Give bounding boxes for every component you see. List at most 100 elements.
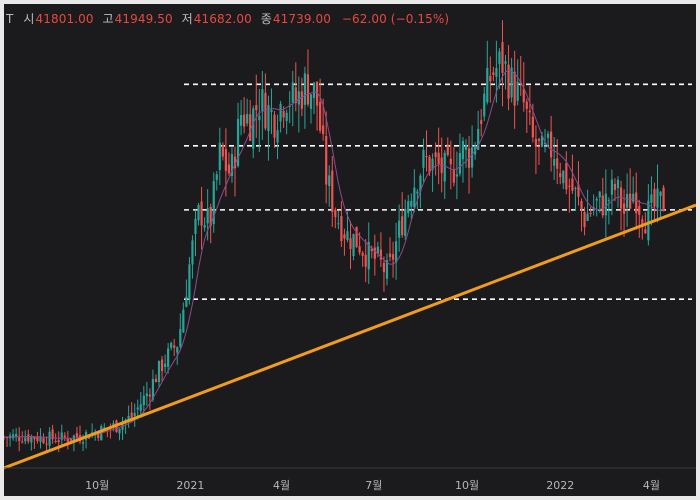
- candle-body: [647, 200, 650, 241]
- candle-body: [157, 360, 161, 382]
- price-chart[interactable]: 10월 2021 4월 7월 10월 2022 4월: [4, 4, 696, 496]
- candle-body: [288, 105, 291, 107]
- candle-body: [574, 188, 577, 190]
- candle-body: [176, 347, 179, 353]
- candle-body: [492, 72, 495, 75]
- candle-body: [632, 193, 635, 202]
- candle-body: [537, 138, 541, 141]
- candle-body: [255, 105, 258, 111]
- candle-body: [12, 434, 15, 439]
- candle-body: [331, 170, 334, 212]
- candle-body: [243, 114, 246, 127]
- candle-body: [458, 153, 462, 174]
- candle-body: [507, 64, 510, 99]
- candle-body: [18, 436, 21, 442]
- candle-body: [501, 42, 504, 73]
- candle-body: [586, 213, 589, 221]
- moving-average-line: [4, 69, 664, 439]
- candles: [4, 20, 665, 453]
- close-label: 종: [260, 12, 272, 26]
- candle-body: [629, 193, 632, 209]
- close-value: 41739.00: [272, 12, 331, 26]
- candle-body: [525, 101, 528, 109]
- candle-body: [635, 192, 638, 214]
- candle-body: [33, 437, 36, 440]
- candle-body: [75, 433, 79, 437]
- candle-body: [446, 144, 449, 156]
- candle-body: [489, 75, 492, 82]
- candle-body: [449, 158, 452, 165]
- candle-body: [27, 434, 30, 442]
- candle-body: [236, 118, 240, 167]
- candle-body: [461, 140, 465, 160]
- candle-body: [534, 138, 538, 147]
- candle-body: [516, 81, 519, 101]
- candle-body: [416, 191, 419, 194]
- candle-body: [69, 438, 72, 441]
- candle-body: [185, 296, 188, 307]
- candle-body: [571, 178, 574, 191]
- candle-body: [355, 226, 358, 248]
- candle-body: [206, 208, 209, 224]
- symbol-fragment: T: [6, 12, 14, 26]
- trendline[interactable]: [4, 203, 696, 470]
- candle-body: [577, 184, 580, 197]
- candle-body: [309, 94, 313, 109]
- candle-body: [297, 91, 300, 105]
- candle-body: [568, 185, 571, 187]
- candle-body: [510, 67, 513, 98]
- candle-body: [388, 253, 392, 257]
- candle-body: [513, 71, 516, 106]
- candle-body: [425, 156, 428, 158]
- candle-body: [203, 225, 206, 228]
- candle-body: [419, 175, 422, 192]
- candle-body: [464, 144, 468, 150]
- candle-body: [638, 205, 641, 215]
- candle-body: [139, 404, 142, 411]
- candle-body: [233, 156, 237, 169]
- candle-body: [57, 440, 60, 443]
- candle-body: [477, 128, 480, 150]
- candle-body: [641, 219, 644, 227]
- candle-body: [437, 152, 440, 165]
- candle-body: [559, 173, 562, 178]
- candle-body: [279, 103, 282, 122]
- candle-body: [337, 223, 340, 225]
- candle-body: [282, 110, 285, 118]
- candle-body: [315, 81, 319, 106]
- candle-body: [239, 115, 243, 126]
- candle-body: [540, 135, 544, 147]
- x-tick-label: 4월: [273, 479, 290, 492]
- candle-body: [163, 363, 167, 367]
- candle-body: [607, 199, 610, 201]
- candle-body: [528, 110, 531, 113]
- candle-body: [364, 254, 367, 267]
- candle-body: [358, 246, 361, 253]
- candle-body: [173, 345, 176, 348]
- candle-body: [367, 241, 370, 270]
- candle-body: [136, 407, 139, 410]
- candle-body: [470, 147, 474, 168]
- candle-body: [361, 252, 364, 256]
- candle-body: [483, 93, 486, 117]
- candle-body: [656, 188, 659, 208]
- candle-body: [382, 262, 386, 273]
- candle-body: [24, 437, 27, 442]
- candle-body: [36, 436, 39, 442]
- candle-body: [340, 216, 343, 242]
- candle-body: [148, 394, 151, 397]
- candle-body: [455, 174, 458, 177]
- candle-body: [562, 170, 565, 184]
- candle-body: [595, 198, 598, 201]
- candle-body: [443, 152, 446, 182]
- x-axis: 10월 2021 4월 7월 10월 2022 4월: [4, 467, 696, 492]
- candle-body: [495, 68, 498, 77]
- x-tick-label: 2021: [176, 479, 204, 492]
- candle-body: [197, 205, 200, 221]
- candle-body: [349, 238, 352, 249]
- candle-body: [504, 61, 507, 64]
- candle-body: [103, 427, 106, 429]
- candle-body: [565, 163, 568, 190]
- candle-body: [261, 89, 264, 111]
- candle-body: [154, 378, 158, 383]
